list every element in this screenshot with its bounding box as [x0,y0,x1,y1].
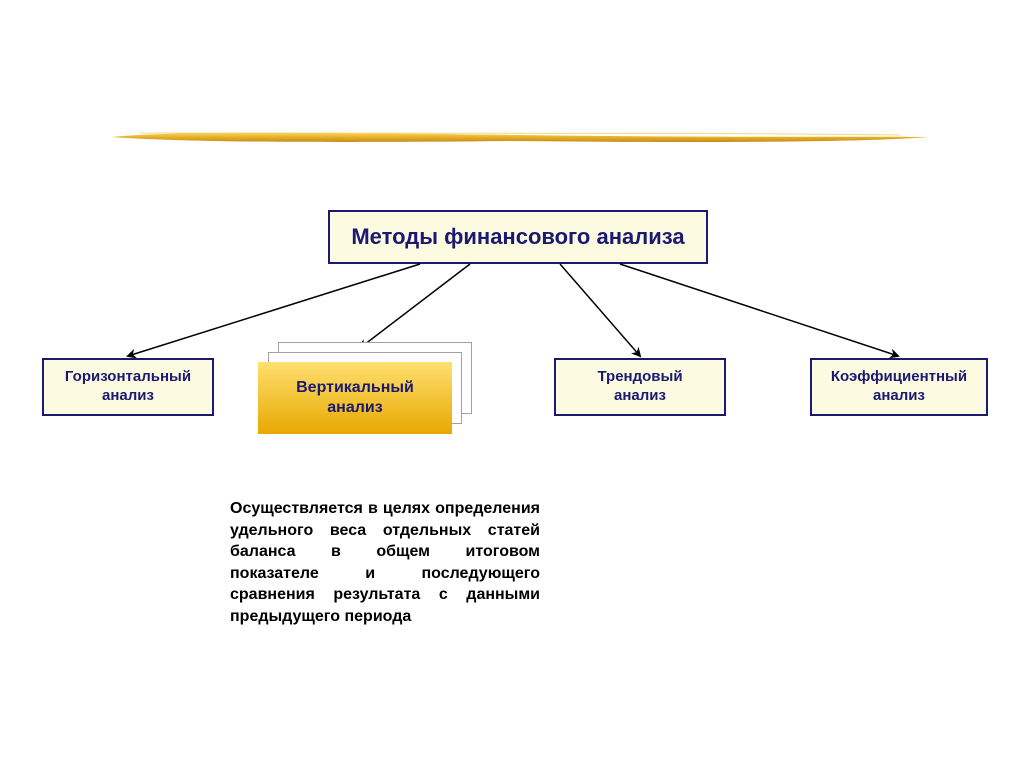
root-node: Методы финансового анализа [328,210,708,264]
child-node-label: Коэффициентный анализ [831,368,967,406]
child-node-label: Трендовый анализ [597,368,682,406]
child-node-coefficient: Коэффициентный анализ [810,358,988,416]
description-text-content: Осуществляется в целях определения удель… [230,500,540,625]
child-node-label: Горизонтальный анализ [65,368,191,406]
child-node-horizontal: Горизонтальный анализ [42,358,214,416]
child-node-trend: Трендовый анализ [554,358,726,416]
root-node-label: Методы финансового анализа [351,224,684,250]
child-node-vertical: Вертикальный анализ [258,362,452,434]
divider-brush [110,130,930,144]
child-node-label: Вертикальный анализ [296,378,414,418]
description-text: Осуществляется в целях определения удель… [230,498,540,628]
